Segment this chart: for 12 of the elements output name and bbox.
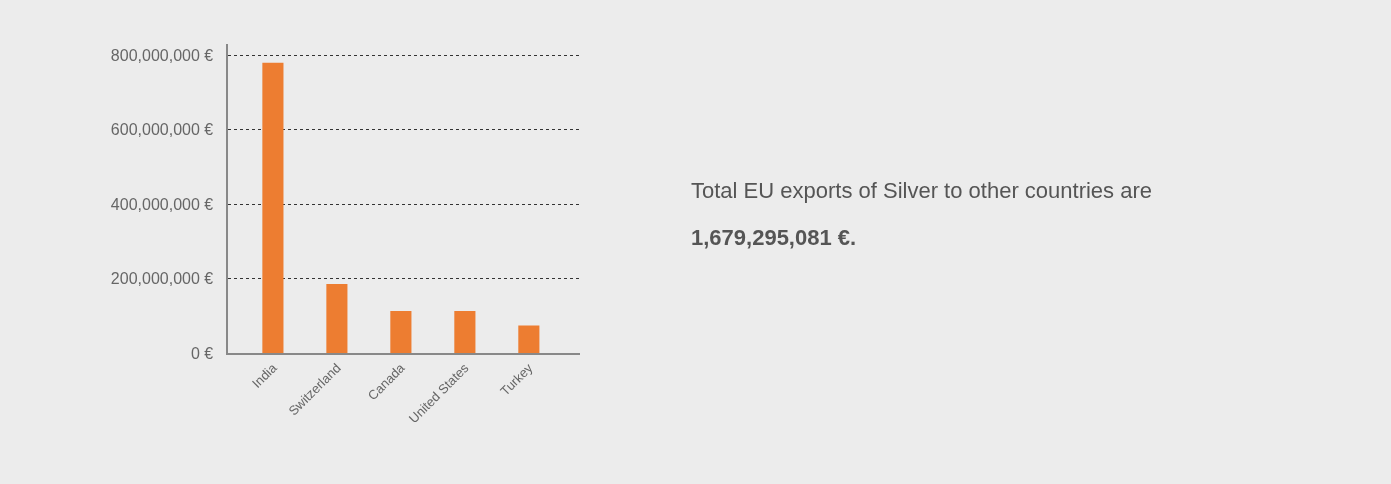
y-tick-label: 800,000,000 € — [110, 46, 214, 64]
bar — [326, 284, 348, 354]
y-tick-label: 600,000,000 € — [110, 121, 214, 139]
bar — [390, 310, 412, 354]
y-tick-label: 400,000,000 € — [110, 195, 214, 213]
text: 1,679,295,081 €. — [691, 225, 857, 250]
bar — [518, 325, 540, 354]
y-tick-label: 0 € — [190, 345, 214, 363]
bar — [262, 62, 284, 354]
y-tick-label: 200,000,000 € — [110, 270, 214, 288]
bar — [454, 310, 476, 354]
text: Total EU exports of Silver to other countries are — [691, 178, 1152, 203]
